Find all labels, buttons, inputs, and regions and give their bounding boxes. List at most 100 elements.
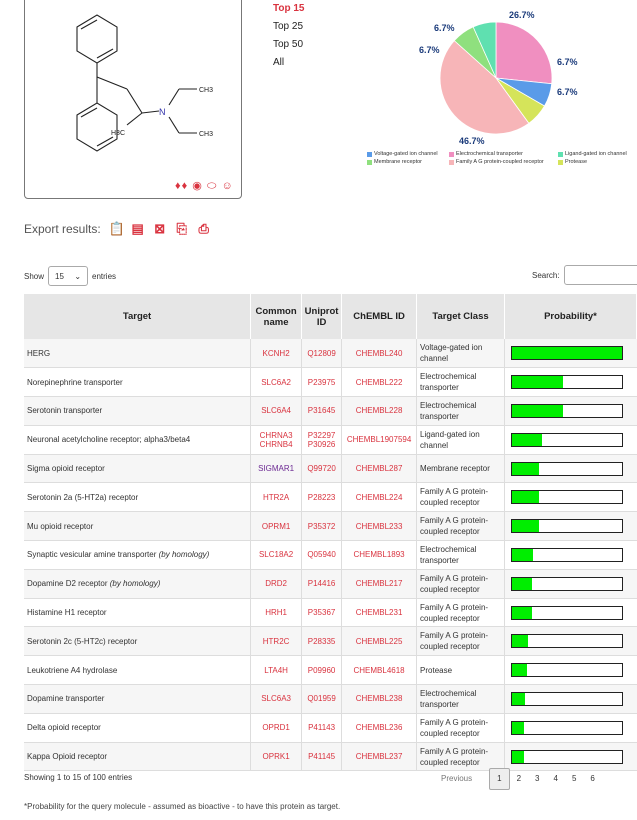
chembl-cell[interactable]: CHEMBL231: [341, 598, 417, 628]
uniprot-cell[interactable]: P31645: [301, 396, 342, 426]
chembl-cell[interactable]: CHEMBL228: [341, 396, 417, 426]
common-name-cell[interactable]: SLC18A2: [250, 540, 302, 570]
chembl-cell[interactable]: CHEMBL4618: [341, 655, 417, 686]
target-name: Norepinephrine transporter: [27, 377, 123, 387]
target-class-cell: Family A G protein-coupled receptor: [416, 569, 505, 599]
pagination: Previous 1 2 3 4 5 6: [434, 768, 602, 790]
pill-icon[interactable]: ⬭: [206, 180, 218, 192]
pie-slice-5[interactable]: [472, 21, 497, 79]
common-name-cell[interactable]: OPRK1: [250, 742, 302, 772]
header-uniprot[interactable]: Uniprot ID: [301, 294, 343, 339]
common-name-cell[interactable]: OPRM1: [250, 511, 302, 542]
show-entries: Show 15 ⌄ entries: [24, 266, 116, 286]
uniprot-cell[interactable]: Q12809: [301, 339, 342, 369]
person-icon[interactable]: ♦♦: [175, 180, 189, 192]
header-target-class[interactable]: Target Class: [416, 294, 505, 339]
all-option[interactable]: All: [273, 57, 285, 68]
table-row: HERG KCNH2 Q12809 CHEMBL240 Voltage-gated io…: [24, 339, 637, 369]
chembl-cell[interactable]: CHEMBL238: [341, 684, 417, 714]
uniprot-cell[interactable]: P28223: [301, 482, 342, 513]
uniprot-cell[interactable]: P28335: [301, 626, 342, 657]
common-name-cell[interactable]: KCNH2: [250, 339, 302, 369]
pie-slice-0[interactable]: [495, 21, 553, 85]
target-name: Mu opioid receptor: [27, 521, 94, 531]
search-input[interactable]: [563, 265, 637, 285]
header-common-name[interactable]: Common name: [250, 294, 303, 339]
chembl-cell[interactable]: CHEMBL236: [341, 713, 417, 743]
header-target[interactable]: Target: [24, 294, 252, 339]
table-row: Serotonin transporter SLC6A4 P31645 CHEMBL2…: [24, 396, 637, 426]
uniprot-cell[interactable]: P32297 P30926: [301, 425, 342, 455]
target-cell: Dopamine transporter: [24, 684, 251, 714]
common-name-cell[interactable]: SIGMAR1: [250, 454, 302, 484]
legend-family-a: Family A G protein-coupled receptor: [449, 159, 544, 165]
chembl-cell[interactable]: CHEMBL225: [341, 626, 417, 657]
smiley-icon[interactable]: ☺: [221, 180, 234, 192]
probability-fill: [511, 491, 540, 504]
show-prefix: Show: [24, 271, 45, 281]
page-5[interactable]: 5: [571, 774, 577, 783]
chembl-cell[interactable]: CHEMBL237: [341, 742, 417, 772]
eye-icon[interactable]: ◉: [192, 180, 203, 192]
csv-icon[interactable]: ▤: [131, 221, 144, 236]
uniprot-cell[interactable]: Q99720: [301, 454, 342, 484]
probability-bar: [510, 403, 623, 418]
common-name-cell[interactable]: CHRNA3 CHRNB4: [250, 425, 302, 455]
chembl-cell[interactable]: CHEMBL222: [341, 367, 417, 398]
molecule-tools: ♦♦ ◉ ⬭ ☺: [175, 179, 234, 193]
pie-slice-3[interactable]: [439, 40, 530, 135]
uniprot-cell[interactable]: P23975: [301, 367, 342, 398]
common-name-cell[interactable]: DRD2: [250, 569, 302, 599]
chembl-cell[interactable]: CHEMBL217: [341, 569, 417, 599]
chembl-cell[interactable]: CHEMBL1907594: [341, 425, 417, 455]
probability-fill: [511, 347, 622, 360]
probability-bar: [510, 375, 623, 390]
uniprot-cell[interactable]: P35367: [301, 598, 342, 628]
top-50-option[interactable]: Top 50: [273, 39, 304, 50]
pct-label-membrane: 6.7%: [419, 45, 440, 55]
uniprot-cell[interactable]: P35372: [301, 511, 342, 542]
probability-cell: [503, 569, 637, 599]
common-name-cell[interactable]: SLC6A2: [250, 367, 302, 398]
uniprot-cell[interactable]: P14416: [301, 569, 342, 599]
chembl-cell[interactable]: CHEMBL287: [341, 454, 417, 484]
uniprot-cell[interactable]: P41143: [301, 713, 342, 743]
target-name: Dopamine transporter: [27, 694, 105, 704]
target-cell: Sigma opioid receptor: [24, 454, 251, 484]
top-25-option[interactable]: Top 25: [273, 21, 304, 32]
page-4[interactable]: 4: [553, 774, 558, 783]
uniprot-cell[interactable]: P41145: [301, 742, 342, 772]
common-name-cell[interactable]: LTA4H: [250, 655, 302, 686]
page-3[interactable]: 3: [535, 774, 540, 783]
probability-cell: [503, 396, 637, 426]
page-6[interactable]: 6: [590, 774, 595, 783]
page-2[interactable]: 2: [516, 774, 522, 783]
header-chembl[interactable]: ChEMBL ID: [341, 294, 418, 339]
table-row: Kappa Opioid receptor OPRK1 P41145 CHEMBL23…: [24, 742, 637, 772]
header-probability[interactable]: Probability*: [504, 294, 637, 339]
legend-ligand: Ligand-gated ion channel: [558, 151, 627, 157]
export-label: Export results:: [24, 222, 101, 236]
chembl-cell[interactable]: CHEMBL224: [341, 482, 417, 513]
common-name-cell[interactable]: OPRD1: [250, 713, 302, 743]
common-name-cell[interactable]: HTR2C: [250, 626, 302, 657]
common-name-cell[interactable]: HRH1: [250, 598, 302, 628]
print-icon[interactable]: ⎙: [198, 221, 209, 236]
page-1[interactable]: 1: [489, 768, 510, 790]
pdf-icon[interactable]: ⎘: [176, 221, 187, 236]
uniprot-cell[interactable]: Q05940: [301, 540, 342, 570]
excel-icon[interactable]: ⊠: [154, 221, 166, 236]
uniprot-cell[interactable]: Q01959: [301, 684, 342, 714]
common-name-cell[interactable]: SLC6A3: [250, 684, 302, 714]
target-name: Serotonin transporter: [27, 406, 103, 416]
previous-button[interactable]: Previous: [441, 774, 473, 783]
chembl-cell[interactable]: CHEMBL233: [341, 511, 417, 542]
top-15-option[interactable]: Top 15: [273, 3, 305, 14]
chembl-cell[interactable]: CHEMBL240: [341, 339, 417, 369]
clipboard-icon[interactable]: 📋: [108, 221, 125, 236]
common-name-cell[interactable]: SLC6A4: [250, 396, 302, 426]
chembl-cell[interactable]: CHEMBL1893: [341, 540, 417, 570]
common-name-cell[interactable]: HTR2A: [250, 482, 302, 513]
uniprot-cell[interactable]: P09960: [301, 655, 342, 686]
entries-select[interactable]: 15 ⌄: [48, 266, 89, 286]
